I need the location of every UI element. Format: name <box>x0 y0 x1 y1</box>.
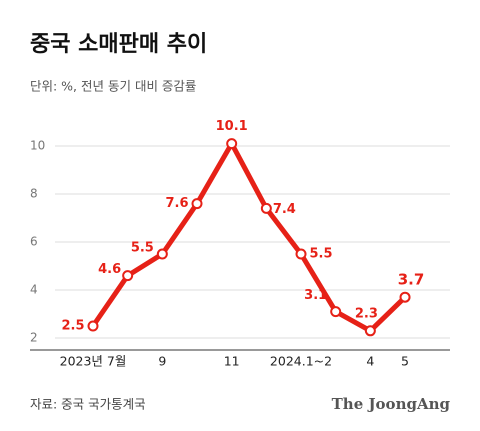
point <box>87 320 99 332</box>
chart-title: 중국 소매판매 추이 <box>30 32 207 57</box>
value-label: 3.7 <box>398 271 425 289</box>
point <box>122 270 134 282</box>
point <box>260 202 272 214</box>
value-label: 3.1 <box>304 288 327 303</box>
y-tick-label: 10 <box>30 139 45 153</box>
y-tick-label: 8 <box>30 187 38 201</box>
point <box>156 248 168 260</box>
x-tick-label: 9 <box>158 354 166 369</box>
point <box>364 325 376 337</box>
point <box>191 198 203 210</box>
value-label: 2.3 <box>355 306 378 321</box>
value-label: 7.6 <box>165 196 188 211</box>
chart-subtitle: 단위: %, 전년 동기 대비 증감률 <box>30 79 196 94</box>
point <box>295 248 307 260</box>
x-tick-label: 5 <box>401 354 409 369</box>
x-tick-label: 2023년 7월 <box>60 354 127 369</box>
y-tick-label: 6 <box>30 235 38 249</box>
x-tick-label: 11 <box>224 354 240 369</box>
value-label: 5.5 <box>131 241 154 256</box>
x-tick-label: 4 <box>366 354 374 369</box>
credit: The JoongAng <box>332 395 451 413</box>
line <box>90 141 407 334</box>
point <box>226 138 238 150</box>
y-tick-label: 4 <box>30 283 38 297</box>
source: 자료: 중국 국가통계국 <box>30 397 146 412</box>
y-tick-label: 2 <box>30 331 38 345</box>
value-label: 4.6 <box>98 262 121 277</box>
point <box>399 291 411 303</box>
value-label: 5.5 <box>310 247 333 262</box>
value-label: 7.4 <box>273 202 296 217</box>
point <box>330 306 342 318</box>
x-tick-label: 2024.1~2 <box>270 354 332 369</box>
value-label: 10.1 <box>216 119 248 134</box>
value-label: 2.5 <box>61 319 84 334</box>
